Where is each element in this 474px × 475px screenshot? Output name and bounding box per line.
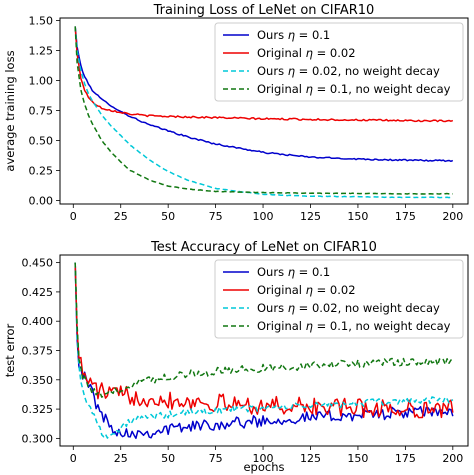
series-line <box>74 262 454 419</box>
legend-label-text: Original <box>257 46 306 60</box>
y-tick-label: 0.50 <box>29 134 54 147</box>
x-tick-label: 150 <box>347 210 368 223</box>
legend-label-suffix: , no weight decay <box>338 64 440 78</box>
x-tick-label: 200 <box>442 452 463 465</box>
legend-label-text: Ours <box>257 301 288 315</box>
x-axis-label: epochs <box>243 460 284 474</box>
x-tick-label: 175 <box>395 210 416 223</box>
y-axis-label: test error <box>3 323 17 377</box>
legend-label-text: Original <box>257 283 306 297</box>
x-tick-label: 50 <box>161 210 175 223</box>
legend-label-suffix: , no weight decay <box>348 82 450 96</box>
y-tick-label: 0.400 <box>22 315 54 328</box>
legend-label-eta: η <box>306 46 313 60</box>
y-tick-label: 1.50 <box>29 14 54 27</box>
legend-label-text: Ours <box>257 265 288 279</box>
legend-label: Original η = 0.02 <box>257 46 356 60</box>
legend-box <box>214 259 464 339</box>
series-lines <box>74 262 454 440</box>
y-tick-label: 0.325 <box>22 403 54 416</box>
legend-label-value: = 0.02 <box>313 283 356 297</box>
legend-label-eta: η <box>288 301 295 315</box>
legend-label-value: = 0.1 <box>295 265 330 279</box>
chart-title: Training Loss of LeNet on CIFAR10 <box>153 3 375 18</box>
x-tick-label: 25 <box>114 210 128 223</box>
legend-label: Ours η = 0.1 <box>257 265 330 279</box>
series-line <box>74 262 454 440</box>
legend-label-suffix: , no weight decay <box>348 319 450 333</box>
x-tick-label: 25 <box>114 452 128 465</box>
legend-label-value: = 0.02 <box>295 64 338 78</box>
legend-label-eta: η <box>288 265 295 279</box>
series-lines <box>74 26 454 199</box>
y-tick-label: 0.300 <box>22 432 54 445</box>
x-tick-label: 150 <box>347 452 368 465</box>
y-tick-label: 0.350 <box>22 374 54 387</box>
legend-label-eta: η <box>288 64 295 78</box>
legend-label-value: = 0.1 <box>313 319 348 333</box>
chart-panel-2: Test Accuracy of LeNet on CIFAR10 0 25 50 75… <box>3 240 469 474</box>
x-tick-label: 0 <box>70 210 77 223</box>
y-tick-label: 0.00 <box>29 194 54 207</box>
x-tick-label: 75 <box>209 452 223 465</box>
x-tick-label: 50 <box>161 452 175 465</box>
legend-label-text: Ours <box>257 64 288 78</box>
y-tick-label: 1.00 <box>29 74 54 87</box>
series-line <box>74 262 454 439</box>
legend-label: Original η = 0.1, no weight decay <box>257 82 451 96</box>
x-tick-label: 175 <box>395 452 416 465</box>
y-axis-label: average training loss <box>3 50 17 171</box>
y-tick-label: 0.75 <box>29 104 54 117</box>
series-line <box>74 26 453 199</box>
legend-box <box>214 22 464 102</box>
series-line <box>74 26 453 195</box>
y-tick-label: 0.425 <box>22 286 54 299</box>
legend-label-text: Ours <box>257 28 288 42</box>
legend-label: Ours η = 0.1 <box>257 28 330 42</box>
legend-label: Ours η = 0.02, no weight decay <box>257 301 440 315</box>
legend-label-eta: η <box>288 28 295 42</box>
x-tick-label: 200 <box>442 210 463 223</box>
legend-label: Original η = 0.02 <box>257 283 356 297</box>
series-line <box>74 26 454 123</box>
legend-label: Original η = 0.1, no weight decay <box>257 319 451 333</box>
legend-label: Ours η = 0.02, no weight decay <box>257 64 440 78</box>
plot-frame <box>59 17 469 205</box>
x-tick-label: 0 <box>70 452 77 465</box>
legend-label-eta: η <box>306 82 313 96</box>
legend-label-value: = 0.1 <box>313 82 348 96</box>
y-tick-label: 1.25 <box>29 44 54 57</box>
legend-label-eta: η <box>306 283 313 297</box>
x-tick-label: 125 <box>300 210 321 223</box>
series-line <box>74 26 454 163</box>
y-tick-label: 0.450 <box>22 257 54 270</box>
legend-label-eta: η <box>306 319 313 333</box>
x-tick-label: 100 <box>253 210 274 223</box>
chart-panel-1: Training Loss of LeNet on CIFAR10 0 25 50 75… <box>3 3 469 223</box>
x-tick-label: 125 <box>300 452 321 465</box>
x-tick-label: 75 <box>209 210 223 223</box>
legend-label-value: = 0.02 <box>295 301 338 315</box>
legend-label-text: Original <box>257 319 306 333</box>
y-tick-label: 0.375 <box>22 345 54 358</box>
y-tick-label: 0.25 <box>29 164 54 177</box>
legend-label-suffix: , no weight decay <box>338 301 440 315</box>
legend-label-value: = 0.02 <box>313 46 356 60</box>
legend-label-text: Original <box>257 82 306 96</box>
x-tick-label: 100 <box>253 452 274 465</box>
legend-label-value: = 0.1 <box>295 28 330 42</box>
chart-title: Test Accuracy of LeNet on CIFAR10 <box>150 240 377 255</box>
series-line <box>74 262 454 398</box>
